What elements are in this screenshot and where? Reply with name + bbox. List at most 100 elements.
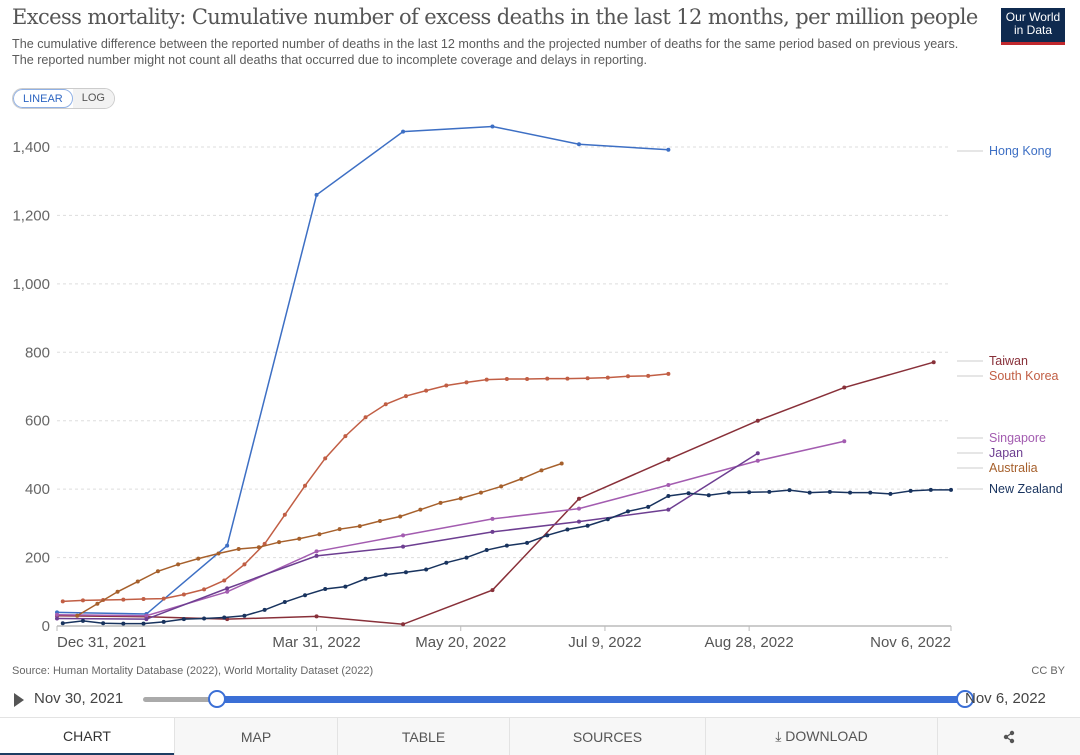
data-point [95, 601, 100, 606]
y-tick-label: 0 [42, 618, 50, 635]
data-point [499, 484, 504, 489]
legend-label: South Korea [989, 369, 1059, 383]
data-point [225, 589, 230, 594]
series-line [62, 373, 669, 603]
data-point [161, 596, 166, 601]
data-point [256, 545, 261, 550]
data-point [726, 490, 731, 495]
data-point [585, 376, 590, 381]
data-point [403, 394, 408, 399]
series-line [62, 489, 951, 625]
series-line [56, 452, 759, 620]
data-point [101, 621, 106, 626]
data-point [377, 518, 382, 523]
source-note[interactable]: Source: Human Mortality Database (2022),… [12, 665, 374, 677]
tab-sources[interactable]: SOURCES [509, 718, 705, 755]
data-point [888, 491, 893, 496]
data-point [908, 488, 913, 493]
share-icon [1003, 730, 1015, 743]
tab-download[interactable]: ⤓ DOWNLOAD [705, 718, 937, 755]
data-point [747, 490, 752, 495]
data-point [222, 615, 227, 620]
share-button[interactable] [937, 718, 1080, 755]
data-point [666, 371, 671, 376]
data-point [314, 614, 319, 619]
data-point [504, 543, 509, 548]
data-point [383, 572, 388, 577]
tab-map[interactable]: MAP [174, 718, 337, 755]
data-point [626, 509, 631, 514]
data-point [80, 618, 85, 623]
timeline-start-label: Nov 30, 2021 [34, 690, 124, 707]
data-point [545, 376, 550, 381]
timeline-end-label: Nov 6, 2022 [965, 690, 1046, 707]
data-point [646, 373, 651, 378]
data-point [282, 600, 287, 605]
data-point [787, 488, 792, 493]
data-point [576, 506, 581, 511]
data-point [297, 536, 302, 541]
data-point [225, 617, 230, 622]
data-point [559, 461, 564, 466]
data-point [576, 519, 581, 524]
data-point [545, 533, 550, 538]
data-point [303, 593, 308, 598]
data-point [314, 553, 319, 558]
legend-label: Singapore [989, 431, 1046, 445]
data-point [576, 142, 581, 147]
y-tick-label: 1,400 [12, 139, 50, 156]
data-point [490, 588, 495, 593]
data-point [424, 567, 429, 572]
data-point [314, 192, 319, 197]
data-point [398, 514, 403, 519]
linear-button[interactable]: LINEAR [13, 89, 73, 108]
data-point [464, 555, 469, 560]
log-button[interactable]: LOG [72, 89, 114, 108]
data-point [424, 388, 429, 393]
tab-chart[interactable]: CHART [0, 718, 174, 755]
y-tick-label: 800 [25, 344, 50, 361]
timeline-selected-range[interactable] [217, 696, 965, 703]
bottom-tabs: CHART MAP TABLE SOURCES ⤓ DOWNLOAD [0, 717, 1080, 755]
data-point [767, 489, 772, 494]
data-point [363, 415, 368, 420]
chart-subtitle: The cumulative difference between the re… [12, 37, 959, 67]
data-point [277, 540, 282, 545]
data-point [225, 543, 230, 548]
data-point [949, 487, 953, 492]
data-point [55, 612, 59, 617]
data-point [827, 489, 832, 494]
data-point [202, 587, 207, 592]
data-point [504, 376, 509, 381]
scale-toggle[interactable]: LINEAR LOG [12, 88, 115, 109]
data-point [202, 616, 207, 621]
data-point [666, 147, 671, 152]
data-point [464, 380, 469, 385]
tab-table[interactable]: TABLE [337, 718, 509, 755]
legend-label: Japan [989, 446, 1023, 460]
data-point [141, 596, 146, 601]
play-icon[interactable] [14, 693, 24, 707]
owid-logo[interactable]: Our World in Data [1001, 8, 1065, 45]
data-point [666, 483, 671, 488]
data-point [161, 619, 166, 624]
data-point [196, 556, 201, 561]
data-point [115, 589, 120, 594]
data-point [438, 500, 443, 505]
data-point [216, 551, 221, 556]
timeline-start-handle[interactable] [208, 690, 226, 708]
data-point [755, 451, 760, 456]
data-point [401, 533, 406, 538]
x-tick-label: Jul 9, 2022 [568, 634, 641, 651]
data-point [842, 385, 847, 390]
data-point [458, 496, 463, 501]
license-link[interactable]: CC BY [1031, 665, 1065, 677]
timeline-end-handle[interactable] [956, 690, 974, 708]
data-point [928, 487, 933, 492]
legend-label: Taiwan [989, 354, 1028, 368]
data-point [343, 584, 348, 589]
data-point [755, 418, 760, 423]
data-point [842, 439, 847, 444]
x-tick-label: May 20, 2022 [415, 634, 506, 651]
data-point [80, 598, 85, 603]
